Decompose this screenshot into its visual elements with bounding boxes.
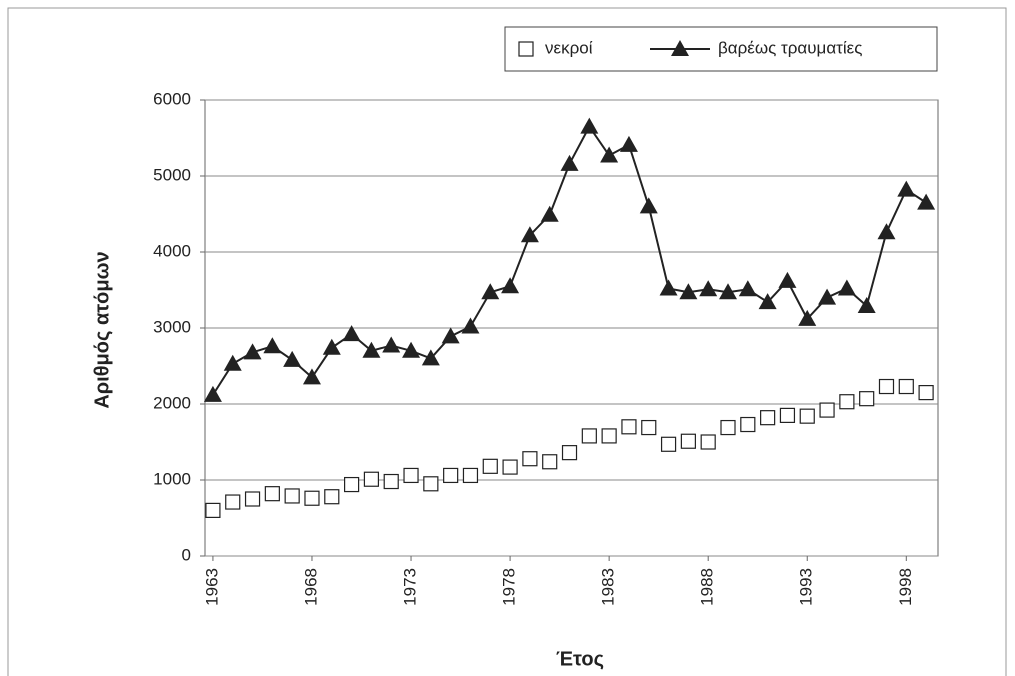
- data-point: [462, 467, 479, 484]
- data-point: [560, 154, 579, 171]
- data-point: [798, 309, 817, 326]
- data-point: [263, 337, 282, 354]
- x-tick-label: 1978: [500, 568, 519, 606]
- data-point: [918, 385, 934, 401]
- data-point: [203, 385, 222, 402]
- y-tick-label: 2000: [153, 393, 191, 412]
- data-point: [600, 146, 619, 163]
- data-point: [779, 407, 796, 423]
- data-point: [244, 491, 261, 507]
- data-point: [264, 486, 280, 502]
- data-point: [897, 180, 916, 197]
- data-point: [284, 488, 300, 504]
- data-point: [403, 467, 419, 484]
- data-point: [542, 454, 558, 470]
- data-point: [322, 338, 341, 355]
- data-point: [501, 277, 520, 294]
- data-point: [382, 336, 401, 353]
- data-point: [758, 293, 777, 310]
- data-point: [720, 419, 736, 436]
- data-point: [699, 280, 718, 297]
- data-point: [679, 283, 698, 300]
- data-point: [283, 350, 302, 367]
- data-point: [342, 325, 361, 342]
- frame: [7, 7, 1007, 676]
- data-point: [520, 226, 539, 243]
- data-point: [680, 433, 696, 449]
- data-point: [522, 451, 538, 467]
- x-tick-label: 1988: [698, 568, 717, 606]
- data-point: [760, 410, 776, 426]
- data-point: [304, 490, 320, 506]
- data-point: [641, 419, 657, 436]
- data-point: [738, 280, 757, 297]
- x-tick-label: 1963: [202, 568, 221, 606]
- data-point: [540, 205, 559, 222]
- data-point: [225, 494, 241, 510]
- data-point: [362, 341, 381, 358]
- data-point: [898, 378, 914, 395]
- legend-marker: [671, 40, 689, 56]
- data-point: [659, 279, 678, 296]
- data-point: [660, 436, 677, 452]
- y-tick-label: 3000: [153, 317, 191, 336]
- data-point: [205, 502, 221, 518]
- y-axis-label: Αριθμός ατόμων: [91, 251, 113, 408]
- data-point: [700, 434, 716, 450]
- data-point: [223, 354, 242, 371]
- data-point: [383, 473, 399, 490]
- data-point: [344, 476, 360, 493]
- data-point: [837, 279, 856, 296]
- legend-label: βαρέως τραυματίες: [718, 38, 862, 57]
- x-tick-label: 1993: [797, 568, 816, 606]
- x-tick-label: 1983: [599, 568, 618, 606]
- data-point: [302, 368, 321, 385]
- data-point: [481, 283, 500, 300]
- y-tick-label: 6000: [153, 89, 191, 108]
- data-point: [818, 288, 837, 305]
- y-tick-label: 4000: [153, 241, 191, 260]
- legend: [504, 26, 938, 72]
- data-point: [799, 408, 815, 424]
- data-point: [581, 428, 597, 444]
- x-axis-label: Έτος: [556, 648, 604, 670]
- data-point: [324, 489, 340, 505]
- data-point: [619, 135, 638, 152]
- data-point: [839, 394, 855, 410]
- y-tick-label: 1000: [153, 469, 191, 488]
- data-point: [601, 428, 617, 444]
- data-point: [857, 296, 876, 313]
- data-point: [859, 391, 875, 407]
- data-point: [441, 327, 460, 344]
- data-point: [621, 419, 637, 435]
- data-point: [461, 317, 480, 334]
- legend-marker: [518, 41, 534, 57]
- data-point: [819, 402, 835, 418]
- data-point: [443, 467, 459, 484]
- data-point: [243, 343, 262, 360]
- data-point: [423, 476, 439, 492]
- data-point: [917, 193, 936, 210]
- y-tick-label: 0: [182, 545, 191, 564]
- x-tick-label: 1998: [896, 568, 915, 606]
- x-tick-label: 1968: [301, 568, 320, 606]
- data-point: [402, 341, 421, 358]
- data-point: [740, 416, 756, 433]
- data-point: [878, 378, 895, 395]
- data-point: [561, 445, 578, 461]
- x-tick-label: 1973: [401, 568, 420, 606]
- data-point: [719, 283, 738, 300]
- data-point: [482, 458, 498, 474]
- data-point: [580, 117, 599, 134]
- data-point: [778, 271, 797, 288]
- y-tick-label: 5000: [153, 165, 191, 184]
- legend-label: νεκροί: [545, 38, 593, 57]
- data-point: [421, 349, 440, 366]
- data-point: [502, 459, 518, 475]
- data-point: [639, 197, 658, 214]
- data-point: [363, 471, 380, 487]
- data-point: [877, 223, 896, 240]
